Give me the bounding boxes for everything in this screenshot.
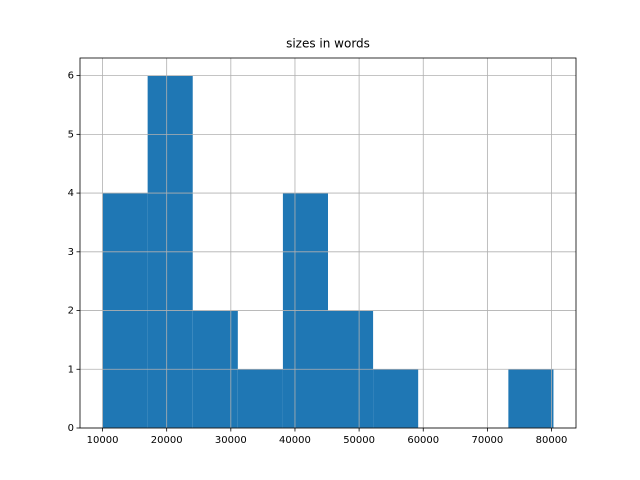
y-tick-label: 5 xyxy=(68,129,74,140)
x-tick-label: 50000 xyxy=(343,435,375,446)
x-tick-label: 20000 xyxy=(151,435,183,446)
y-tick-label: 6 xyxy=(68,71,74,82)
x-tick-label: 80000 xyxy=(536,435,568,446)
x-tick-label: 60000 xyxy=(407,435,439,446)
x-tick-label: 10000 xyxy=(87,435,119,446)
x-tick-label: 40000 xyxy=(279,435,311,446)
y-tick-label: 0 xyxy=(68,423,74,434)
x-tick-label: 30000 xyxy=(215,435,247,446)
y-tick-label: 1 xyxy=(68,364,74,375)
y-tick-label: 4 xyxy=(68,188,74,199)
x-tick-label: 70000 xyxy=(471,435,503,446)
bar xyxy=(237,369,283,428)
chart-title: sizes in words xyxy=(286,37,370,51)
bar xyxy=(508,369,554,428)
bar xyxy=(373,369,419,428)
y-tick-label: 2 xyxy=(68,306,74,317)
y-tick-label: 3 xyxy=(68,247,74,258)
plot-frame xyxy=(79,57,577,429)
